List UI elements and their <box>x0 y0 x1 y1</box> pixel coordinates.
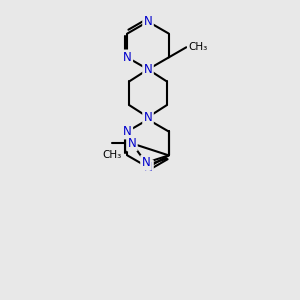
Text: N: N <box>144 161 152 174</box>
Text: N: N <box>144 111 152 124</box>
Text: N: N <box>123 51 132 64</box>
Text: N: N <box>128 137 136 150</box>
Text: N: N <box>144 15 152 28</box>
Text: N: N <box>123 125 132 138</box>
Text: N: N <box>142 156 150 169</box>
Text: N: N <box>144 63 152 76</box>
Text: CH₃: CH₃ <box>188 42 208 52</box>
Text: CH₃: CH₃ <box>102 150 121 161</box>
